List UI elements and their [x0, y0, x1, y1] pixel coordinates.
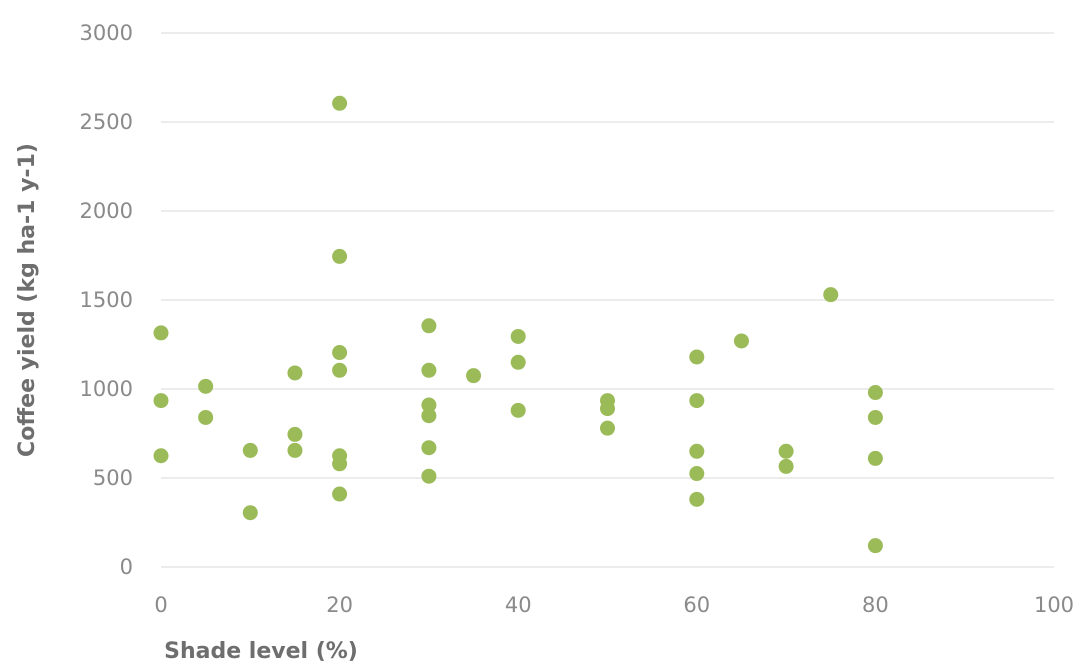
data-point — [510, 328, 526, 344]
y-tick-label: 1000 — [80, 377, 133, 401]
data-point — [421, 408, 437, 424]
y-tick-label: 0 — [120, 555, 133, 579]
y-tick-label: 2000 — [80, 199, 133, 223]
x-tick-label: 40 — [505, 593, 532, 617]
x-axis-title: Shade level (%) — [164, 639, 358, 662]
data-point — [153, 393, 169, 409]
y-axis-title: Coffee yield (kg ha-1 y-1) — [15, 143, 40, 457]
x-tick-label: 80 — [862, 593, 889, 617]
data-point — [332, 486, 348, 502]
data-point — [733, 333, 749, 349]
data-point — [421, 468, 437, 484]
data-point — [867, 450, 883, 466]
data-point — [421, 318, 437, 334]
data-point — [421, 440, 437, 456]
data-point — [332, 248, 348, 264]
x-tick-label: 20 — [326, 593, 353, 617]
data-point — [153, 448, 169, 464]
y-tick-label: 3000 — [80, 21, 133, 45]
data-point — [332, 362, 348, 378]
data-point — [242, 505, 258, 521]
x-tick-label: 60 — [683, 593, 710, 617]
y-tick-label: 500 — [93, 466, 133, 490]
data-point — [198, 378, 214, 394]
data-point — [421, 362, 437, 378]
y-axis-ticks: 0 500 1000 1500 2000 2500 3000 — [80, 21, 133, 579]
data-point — [867, 385, 883, 401]
data-point — [332, 345, 348, 361]
x-tick-label: 100 — [1034, 593, 1074, 617]
data-point — [689, 491, 705, 507]
data-point — [823, 287, 839, 303]
data-point — [689, 393, 705, 409]
data-point — [198, 409, 214, 425]
data-point — [466, 368, 482, 384]
data-point — [510, 402, 526, 418]
gridlines — [161, 32, 1054, 568]
y-tick-label: 2500 — [80, 110, 133, 134]
data-point — [600, 401, 615, 417]
data-point — [242, 442, 258, 458]
x-tick-label: 0 — [154, 593, 167, 617]
data-point — [332, 456, 348, 472]
y-tick-label: 1500 — [80, 288, 133, 312]
data-point — [867, 538, 883, 554]
x-axis-ticks: 0 20 40 60 80 100 — [154, 593, 1074, 617]
data-points — [153, 95, 883, 554]
data-point — [778, 443, 794, 459]
data-point — [600, 420, 615, 436]
data-point — [332, 95, 348, 111]
data-point — [287, 365, 303, 381]
data-point — [421, 397, 437, 413]
data-point — [153, 325, 169, 341]
data-point — [287, 426, 303, 442]
data-point — [689, 443, 705, 459]
data-point — [287, 442, 303, 458]
data-point — [778, 458, 794, 474]
data-point — [689, 466, 705, 482]
data-point — [867, 409, 883, 425]
data-point — [510, 354, 526, 370]
data-point — [689, 349, 705, 365]
